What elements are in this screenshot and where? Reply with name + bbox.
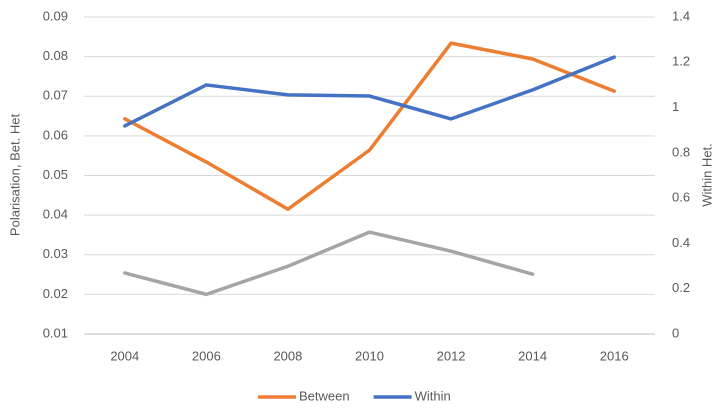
y-tick-label: 0.09 [43,8,68,23]
x-tick-label: 2012 [437,348,466,363]
x-tick-label: 2006 [192,348,221,363]
y-tick-label: 0.08 [43,48,68,63]
y-tick-label: 0.02 [43,286,68,301]
series-line [123,230,535,297]
y2-tick-label: 0.4 [672,235,690,250]
y2-tick-label: 1.2 [672,54,690,69]
y-tick-label: 0.04 [43,207,68,222]
y2-tick-label: 0 [672,325,679,340]
series-line [123,55,616,128]
x-tick-label: 2008 [273,348,302,363]
x-tick-label: 2010 [355,348,384,363]
y-axis-label: Polarisation, Bet. Het [7,114,22,237]
y2-tick-label: 0.2 [672,280,690,295]
series-line [123,41,616,211]
y-tick-label: 0.03 [43,246,68,261]
x-tick-label: 2016 [600,348,629,363]
y-tick-label: 0.05 [43,167,68,182]
y2-tick-label: 0.6 [672,190,690,205]
y2-tick-label: 1 [672,99,679,114]
y-tick-label: 0.01 [43,325,68,340]
legend-label: Between [299,388,350,403]
y2-tick-label: 1.4 [672,8,690,23]
legend-label: Within [415,388,451,403]
y2-axis-label: Within Het. [699,143,714,207]
y-tick-label: 0.07 [43,88,68,103]
y2-tick-label: 0.8 [672,144,690,159]
x-tick-label: 2004 [110,348,139,363]
x-tick-label: 2014 [518,348,547,363]
y-tick-label: 0.06 [43,127,68,142]
